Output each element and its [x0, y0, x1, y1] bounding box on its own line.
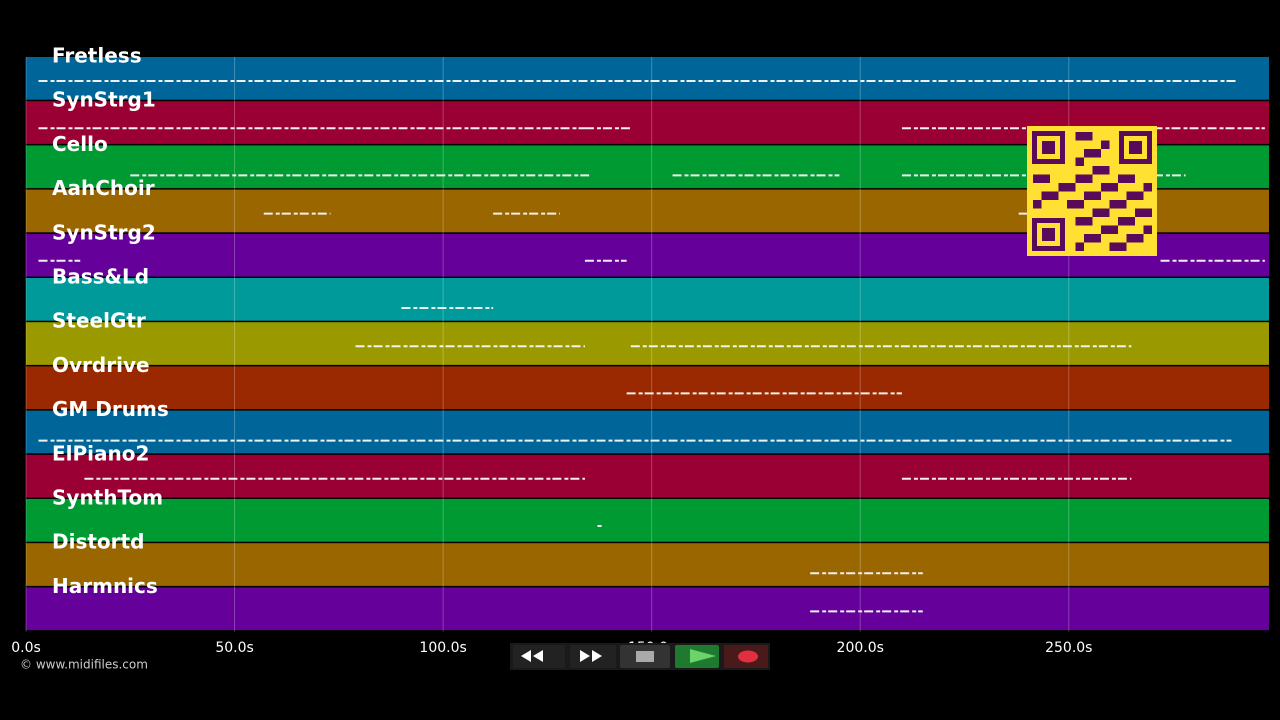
track-name: Harmnics — [52, 574, 158, 598]
qr-module — [1118, 217, 1127, 226]
qr-module — [1075, 242, 1084, 251]
x-tick-label: 200.0s — [837, 640, 884, 656]
track-name: AahChoir — [52, 176, 155, 200]
qr-module — [1033, 174, 1042, 183]
copyright: © www.midifiles.com — [20, 658, 148, 672]
qr-module — [1084, 149, 1093, 158]
track-lane — [26, 454, 1269, 498]
qr-module — [1075, 174, 1084, 183]
x-tick-label: 0.0s — [11, 640, 41, 656]
qr-module — [1101, 183, 1110, 192]
forward-icon — [580, 650, 602, 662]
qr-module — [1084, 217, 1093, 226]
qr-finder — [1042, 228, 1055, 241]
track-name: GM Drums — [52, 397, 169, 421]
qr-module — [1109, 242, 1118, 251]
qr-module — [1135, 234, 1144, 243]
qr-module — [1118, 242, 1127, 251]
qr-module — [1118, 174, 1127, 183]
qr-module — [1126, 174, 1135, 183]
track-lane — [26, 366, 1269, 410]
qr-module — [1092, 234, 1101, 243]
qr-module — [1041, 174, 1050, 183]
qr-finder — [1129, 141, 1142, 154]
qr-module — [1092, 208, 1101, 217]
x-tick-label: 100.0s — [419, 640, 466, 656]
track-name: ElPiano2 — [52, 441, 149, 465]
qr-module — [1041, 191, 1050, 200]
qr-module — [1109, 225, 1118, 234]
qr-module — [1075, 157, 1084, 166]
qr-module — [1118, 200, 1127, 209]
qr-module — [1109, 183, 1118, 192]
stop-icon — [636, 651, 654, 662]
track-lane — [26, 499, 1269, 542]
track-lane — [26, 322, 1269, 365]
qr-module — [1084, 132, 1093, 141]
record-icon — [738, 650, 758, 663]
qr-module — [1092, 149, 1101, 158]
qr-module — [1126, 217, 1135, 226]
play-icon — [690, 649, 716, 663]
track-lane — [26, 587, 1269, 631]
track-lane — [26, 278, 1269, 321]
track-name: Distortd — [52, 530, 144, 554]
qr-module — [1101, 225, 1110, 234]
x-tick-label: 250.0s — [1045, 640, 1092, 656]
qr-module — [1058, 183, 1067, 192]
qr-module — [1101, 140, 1110, 149]
qr-module — [1050, 191, 1059, 200]
qr-module — [1067, 200, 1076, 209]
track-name: Cello — [52, 132, 108, 156]
qr-module — [1075, 217, 1084, 226]
track-lane — [26, 57, 1269, 100]
qr-module — [1033, 200, 1042, 209]
qr-module — [1084, 191, 1093, 200]
qr-finder — [1042, 141, 1055, 154]
qr-module — [1075, 132, 1084, 141]
qr-module — [1067, 183, 1076, 192]
qr-module — [1101, 208, 1110, 217]
track-name: Bass&Ld — [52, 265, 149, 289]
qr-module — [1092, 191, 1101, 200]
track-lane — [26, 543, 1269, 586]
qr-module — [1092, 166, 1101, 175]
qr-module — [1143, 183, 1152, 192]
qr-module — [1101, 166, 1110, 175]
track-name: SynthTom — [52, 486, 163, 510]
rewind-icon — [521, 650, 543, 662]
qr-module — [1143, 225, 1152, 234]
x-tick-label: 50.0s — [215, 640, 253, 656]
qr-module — [1084, 234, 1093, 243]
qr-module — [1084, 174, 1093, 183]
qr-module — [1126, 234, 1135, 243]
qr-module — [1109, 200, 1118, 209]
qr-module — [1126, 191, 1135, 200]
track-name: SynStrg2 — [52, 220, 156, 244]
track-name: SynStrg1 — [52, 88, 156, 112]
track-name: Ovrdrive — [52, 353, 150, 377]
qr-module — [1075, 200, 1084, 209]
qr-module — [1135, 191, 1144, 200]
track-name: SteelGtr — [52, 309, 146, 333]
qr-module — [1135, 208, 1144, 217]
qr-module — [1143, 208, 1152, 217]
track-name: Fretless — [52, 44, 142, 68]
track-lane — [26, 410, 1269, 454]
